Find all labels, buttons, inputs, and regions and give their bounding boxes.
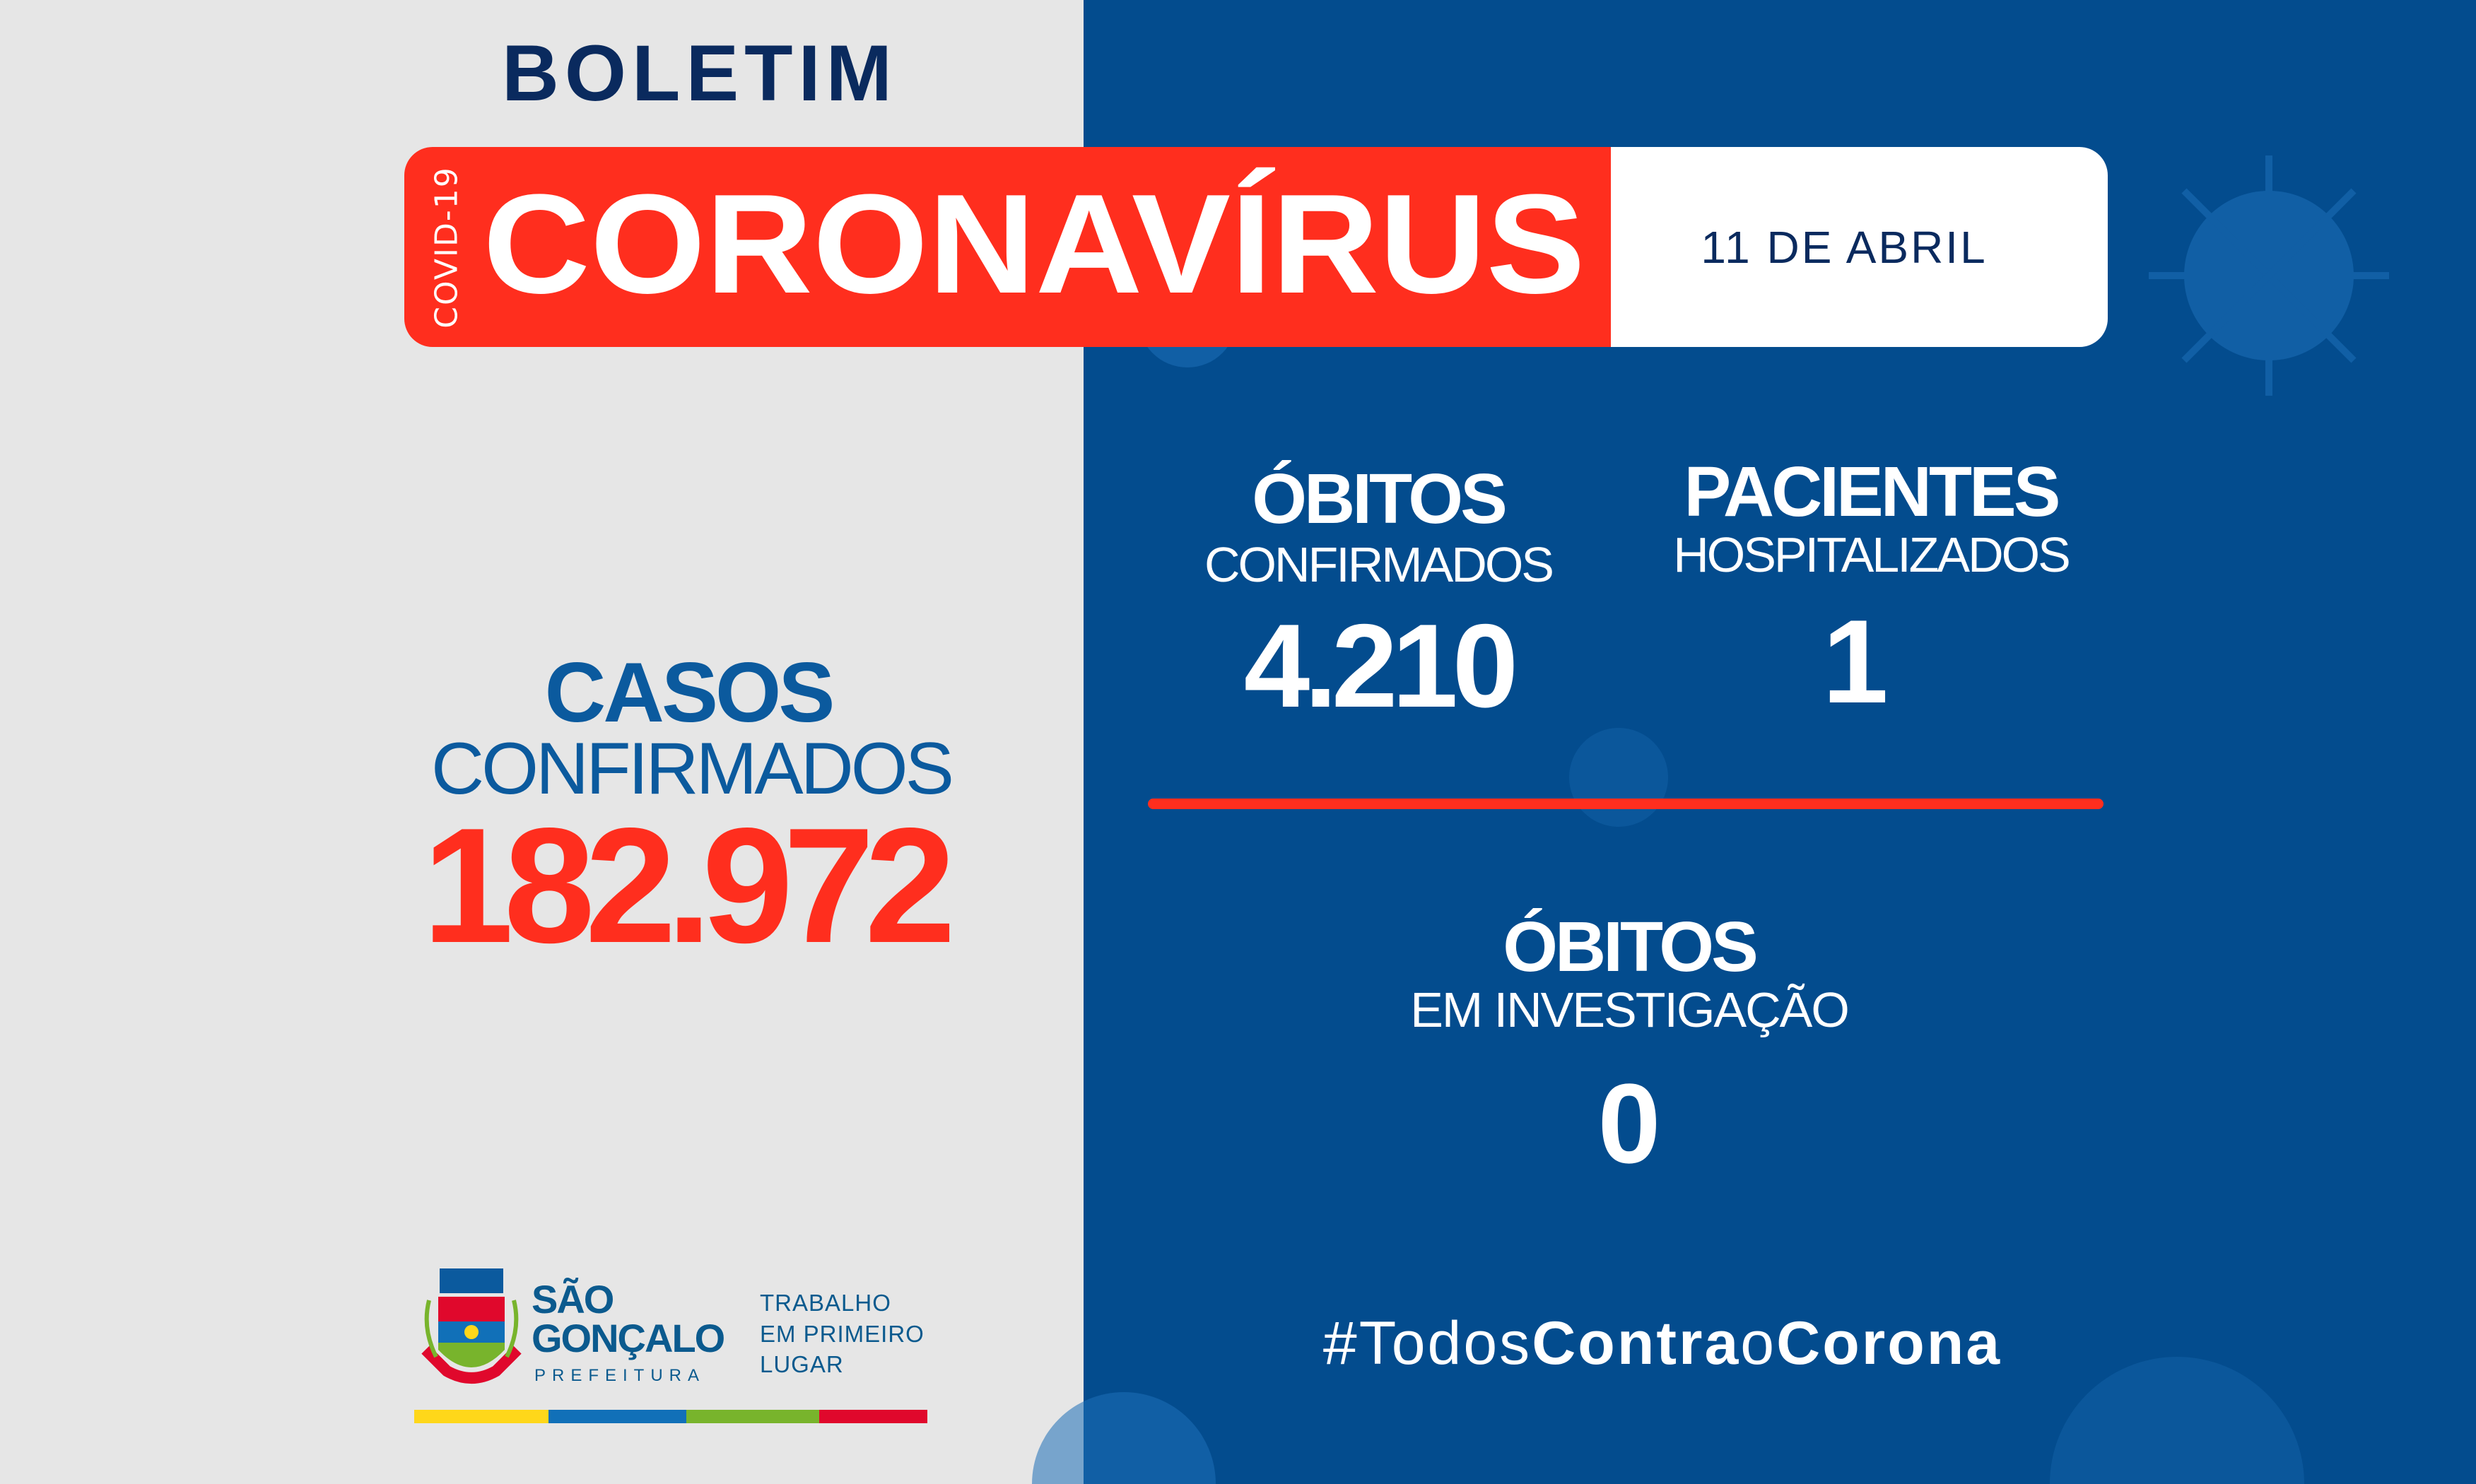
covid-19-tag: COVID-19 bbox=[428, 166, 465, 329]
hashtag-part: Corona bbox=[1776, 1309, 2002, 1377]
hashtag: #TodosContraoCorona bbox=[1323, 1313, 2002, 1374]
cases-title: CASOS bbox=[544, 645, 835, 740]
divider bbox=[1148, 799, 2104, 809]
hashtag-part: #Todos bbox=[1322, 1309, 1532, 1377]
stripe-yellow bbox=[414, 1410, 549, 1423]
coronavirus-banner bbox=[404, 147, 1611, 347]
deaths-subtitle: CONFIRMADOS bbox=[1204, 537, 1554, 592]
logo-name: SÃO GONÇALO bbox=[532, 1277, 725, 1360]
cases-value: 182.972 bbox=[422, 794, 956, 977]
hashtag-part: o bbox=[1740, 1309, 1777, 1377]
banner-title: CORONAVÍRUS bbox=[483, 165, 1585, 323]
logo-subtitle: PREFEITURA bbox=[534, 1366, 706, 1385]
investigation-subtitle: EM INVESTIGAÇÃO bbox=[1410, 982, 1850, 1037]
slogan-line: LUGAR bbox=[760, 1351, 844, 1378]
investigation-title: ÓBITOS bbox=[1503, 907, 1759, 987]
virus-illustration-icon bbox=[2050, 1357, 2304, 1484]
virus-illustration-icon bbox=[2149, 155, 2389, 396]
bulletin-date: 11 DE ABRIL bbox=[1701, 222, 1988, 273]
slogan-line: EM PRIMEIRO bbox=[760, 1320, 925, 1347]
virus-illustration-icon bbox=[1569, 728, 1668, 827]
stripe-blue bbox=[548, 1410, 686, 1423]
date-panel bbox=[1611, 147, 2108, 347]
logo-name-line: GONÇALO bbox=[532, 1315, 725, 1360]
hospitalized-value: 1 bbox=[1822, 595, 1889, 728]
virus-illustration-icon bbox=[1032, 1392, 1216, 1484]
cases-subtitle: CONFIRMADOS bbox=[431, 728, 954, 810]
investigation-value: 0 bbox=[1597, 1060, 1661, 1186]
hospitalized-title: PACIENTES bbox=[1684, 452, 2061, 531]
slogan-line: TRABALHO bbox=[760, 1290, 891, 1316]
bulletin-title: BOLETIM bbox=[502, 29, 898, 117]
deaths-title: ÓBITOS bbox=[1252, 459, 1508, 538]
stripe-red bbox=[819, 1410, 927, 1423]
stripe-green bbox=[686, 1410, 820, 1423]
color-stripe bbox=[414, 1410, 927, 1423]
logo-name-line: SÃO bbox=[532, 1277, 614, 1321]
city-crest-logo bbox=[421, 1268, 522, 1384]
hospitalized-subtitle: HOSPITALIZADOS bbox=[1673, 527, 2071, 582]
hashtag-part: Contra bbox=[1532, 1309, 1741, 1377]
logo-slogan: TRABALHO EM PRIMEIRO LUGAR bbox=[760, 1288, 925, 1380]
deaths-value: 4.210 bbox=[1243, 599, 1518, 732]
